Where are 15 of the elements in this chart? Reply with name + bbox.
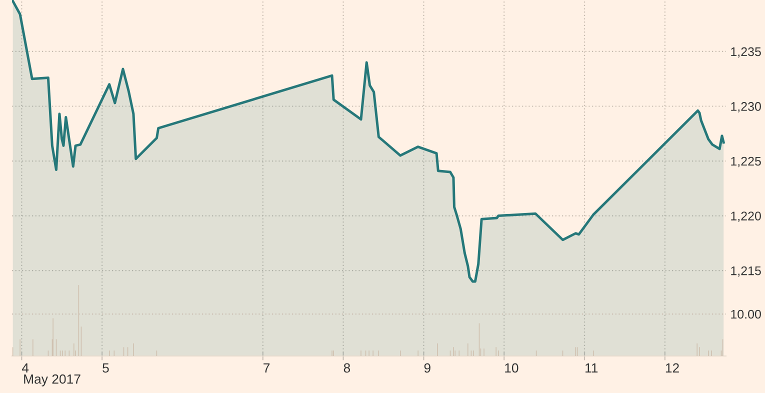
y-tick-label: 1,215 bbox=[731, 266, 761, 277]
y-tick-label: 1,235 bbox=[731, 47, 761, 58]
x-tick-label: 11 bbox=[586, 363, 598, 373]
x-tick-label: 8 bbox=[344, 363, 350, 373]
x-tick-label: 10 bbox=[505, 363, 518, 373]
x-tick-label: 9 bbox=[424, 363, 430, 373]
x-tick-label: 12 bbox=[666, 363, 679, 373]
y-tick-label: 1,225 bbox=[731, 156, 761, 168]
y-tick-label: 1,230 bbox=[731, 102, 761, 112]
x-tick-label: 4 bbox=[22, 363, 29, 373]
x-tick-label: 7 bbox=[264, 363, 270, 373]
x-tick-label: 5 bbox=[102, 363, 109, 373]
y2-tick-label: 10.00 bbox=[731, 310, 761, 319]
text: May 2017 bbox=[24, 374, 80, 386]
y-tick-label: 1,220 bbox=[731, 212, 761, 222]
